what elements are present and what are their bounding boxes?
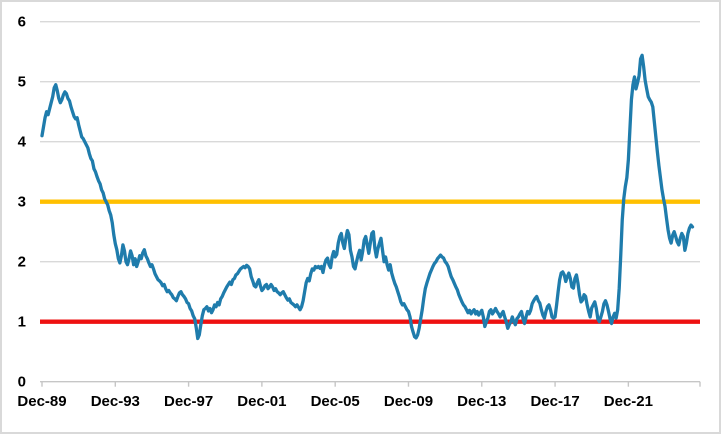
- x-tick-label: Dec-09: [384, 393, 433, 410]
- y-axis-labels: 0 1 2 3 4 5 6: [18, 14, 27, 391]
- x-tick-label: Dec-21: [604, 393, 653, 410]
- reference-lines: [40, 199, 700, 324]
- x-tick-label: Dec-93: [91, 393, 140, 410]
- x-tick-label: Dec-05: [311, 393, 360, 410]
- y-tick-label: 6: [18, 14, 26, 31]
- x-tick-label: Dec-89: [17, 393, 66, 410]
- y-tick-label: 4: [18, 134, 27, 151]
- x-tick-label: Dec-17: [530, 393, 579, 410]
- y-tick-label: 2: [18, 254, 26, 271]
- x-tick-label: Dec-01: [237, 393, 286, 410]
- x-tick-label: Dec-13: [457, 393, 506, 410]
- x-axis-labels: Dec-89 Dec-93 Dec-97 Dec-01 Dec-05 Dec-09 Dec-…: [17, 393, 653, 410]
- y-tick-label: 0: [18, 374, 26, 391]
- y-tick-label: 3: [18, 194, 26, 211]
- x-tick-label: Dec-97: [164, 393, 213, 410]
- y-tick-label: 1: [18, 314, 26, 331]
- gridlines: [40, 21, 700, 323]
- y-tick-label: 5: [18, 74, 26, 91]
- data-series-line: [40, 53, 695, 341]
- x-axis: [40, 381, 701, 387]
